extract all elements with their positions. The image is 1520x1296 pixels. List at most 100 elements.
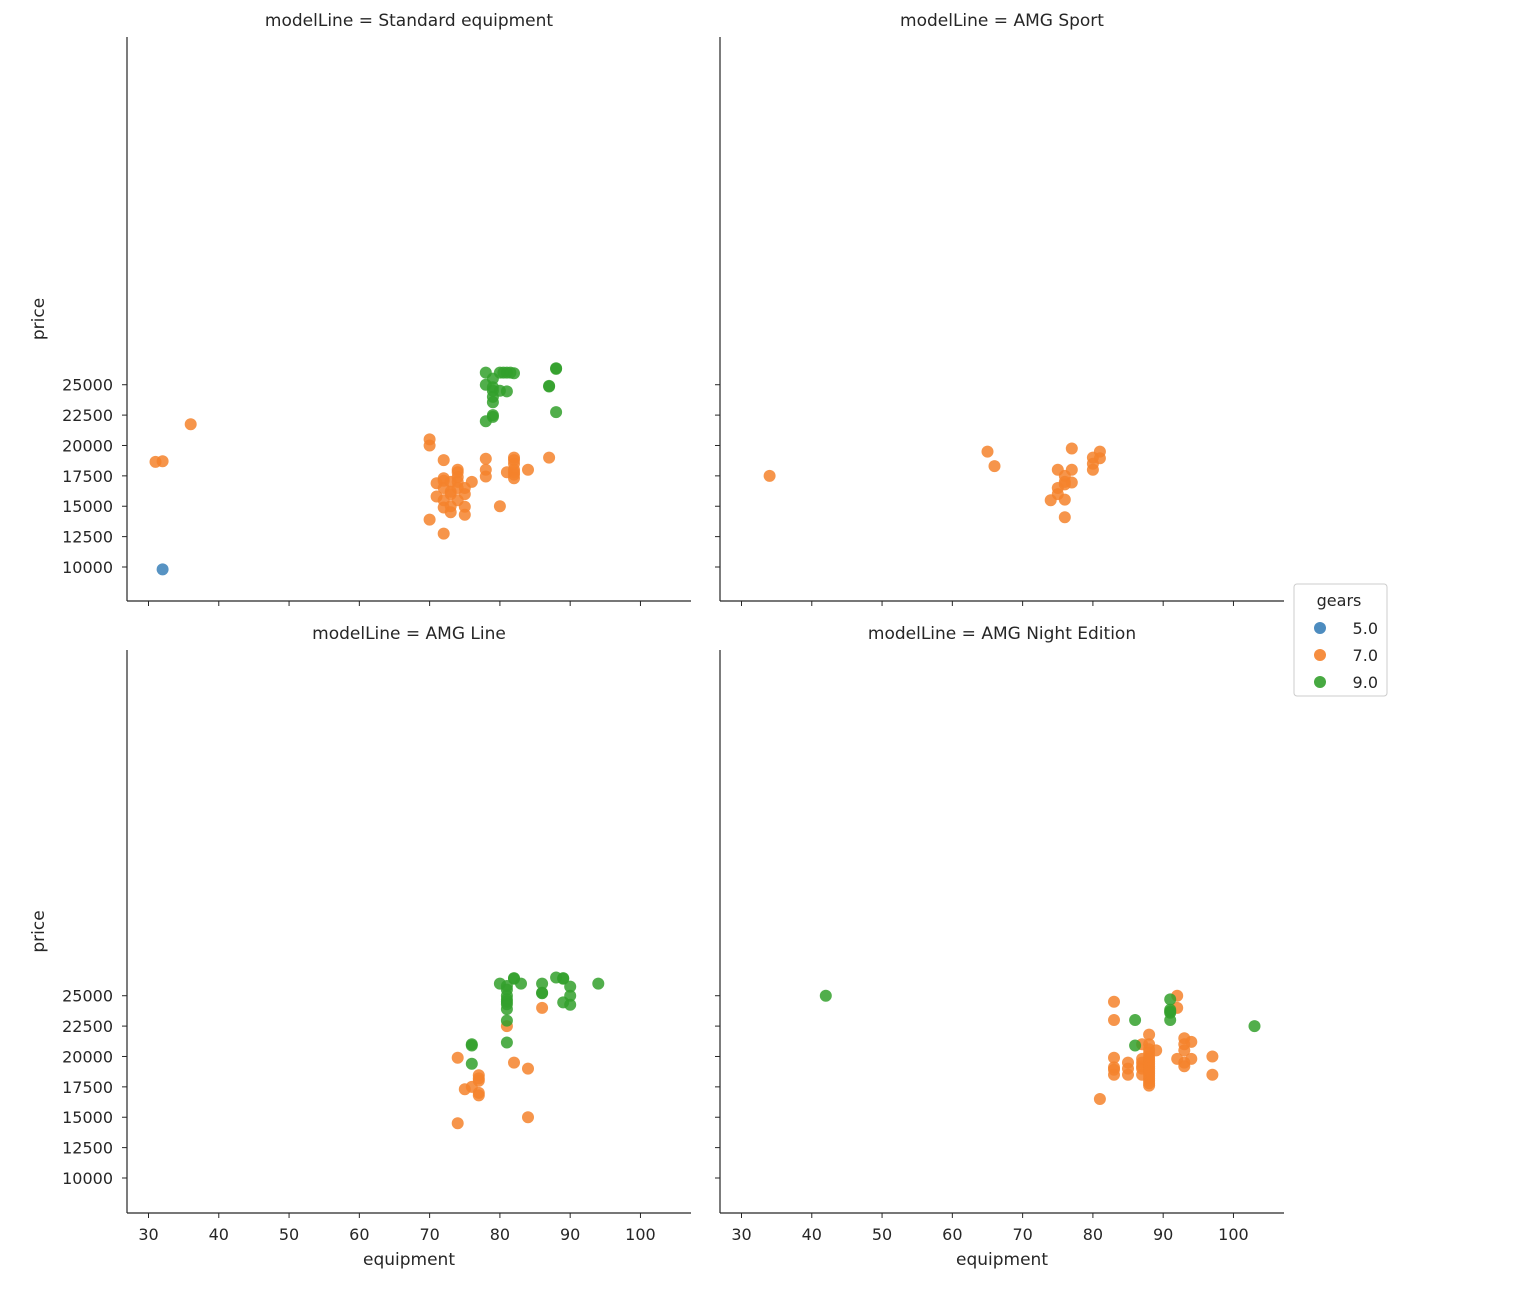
x-tick-label: 40 [802, 1225, 822, 1244]
legend-marker [1314, 676, 1326, 688]
x-tick-label: 50 [872, 1225, 892, 1244]
data-point-gears-9-0 [465, 1039, 478, 1052]
data-point-gears-9-0 [1164, 993, 1177, 1006]
data-point-gears-7-0 [1108, 995, 1120, 1008]
facet-panel: modelLine = AMG Line 10000 12500 15000 17500… [29, 624, 691, 1270]
data-point-gears-7-0 [508, 472, 520, 485]
data-point-gears-7-0 [763, 469, 776, 482]
data-point-gears-7-0 [1108, 1014, 1120, 1026]
data-point-gears-9-0 [819, 989, 832, 1002]
data-point-gears-9-0 [508, 367, 520, 380]
data-point-gears-9-0 [486, 372, 499, 385]
x-tick-label: 30 [731, 1225, 751, 1244]
legend-entry-label: 7.0 [1353, 646, 1378, 665]
data-point-gears-9-0 [536, 977, 549, 990]
data-point-gears-7-0 [184, 418, 197, 431]
data-point-gears-9-0 [486, 396, 499, 409]
data-point-gears-7-0 [423, 513, 436, 526]
x-tick-label: 80 [1083, 1225, 1103, 1244]
legend-marker [1314, 622, 1326, 634]
y-axis-label: price [29, 298, 49, 340]
y-axis-label: price [29, 910, 49, 952]
data-point-gears-7-0 [472, 1074, 485, 1087]
y-tick-label: 10000 [62, 1169, 113, 1188]
panel-title: modelLine = AMG Night Edition [868, 624, 1136, 644]
x-axis-label: equipment [363, 1250, 455, 1270]
x-tick-label: 70 [419, 1225, 439, 1244]
facet-panel: modelLine = AMG Sport [715, 11, 1284, 606]
legend: gears 5.0 7.0 9.0 [1293, 583, 1388, 697]
data-point-gears-7-0 [1206, 1068, 1219, 1081]
data-point-gears-7-0 [522, 1062, 534, 1075]
y-tick-label: 25000 [62, 376, 113, 395]
data-point-gears-9-0 [550, 406, 563, 419]
data-point-gears-7-0 [1185, 1052, 1198, 1065]
data-point-gears-9-0 [500, 1014, 513, 1027]
x-tick-label: 100 [1218, 1225, 1249, 1244]
y-tick-label: 17500 [62, 1078, 113, 1097]
data-point-gears-7-0 [423, 439, 436, 452]
data-point-gears-7-0 [1086, 463, 1099, 476]
x-tick-label: 60 [942, 1225, 962, 1244]
y-tick-label: 20000 [62, 436, 113, 455]
data-point-gears-9-0 [500, 1003, 513, 1016]
data-point-gears-9-0 [1164, 1014, 1177, 1026]
x-tick-label: 40 [209, 1225, 229, 1244]
panel-title: modelLine = AMG Sport [900, 11, 1104, 31]
data-point-gears-7-0 [465, 475, 478, 488]
x-axis-label: equipment [956, 1250, 1048, 1270]
data-point-gears-7-0 [981, 445, 994, 458]
y-tick-label: 12500 [62, 1139, 113, 1158]
x-tick-label: 90 [1153, 1225, 1173, 1244]
data-point-gears-7-0 [472, 1089, 485, 1102]
y-tick-label: 22500 [62, 1017, 113, 1036]
x-tick-label: 60 [349, 1225, 369, 1244]
panel-title: modelLine = AMG Line [312, 624, 506, 644]
data-point-gears-7-0 [437, 454, 450, 467]
data-point-gears-7-0 [1065, 442, 1078, 455]
data-point-gears-7-0 [1108, 1051, 1120, 1064]
data-point-gears-9-0 [564, 980, 577, 993]
data-point-gears-7-0 [1122, 1068, 1134, 1081]
data-point-gears-7-0 [1093, 1093, 1106, 1105]
data-point-gears-9-0 [564, 989, 577, 1002]
data-point-gears-9-0 [550, 362, 563, 375]
data-point-gears-7-0 [1185, 1035, 1198, 1048]
x-tick-label: 30 [138, 1225, 158, 1244]
x-tick-label: 80 [490, 1225, 510, 1244]
y-tick-label: 15000 [62, 497, 113, 516]
data-point-gears-7-0 [1150, 1044, 1163, 1057]
x-tick-label: 70 [1012, 1225, 1032, 1244]
legend-entry-label: 9.0 [1353, 673, 1378, 692]
data-point-gears-7-0 [1178, 1044, 1191, 1057]
legend-marker [1314, 649, 1326, 661]
facet-panel: modelLine = Standard equipment 10000 12500… [29, 11, 691, 606]
data-point-gears-9-0 [479, 415, 492, 428]
data-point-gears-9-0 [592, 977, 605, 990]
data-point-gears-7-0 [458, 488, 471, 501]
data-point-gears-9-0 [500, 1036, 513, 1049]
x-tick-label: 100 [625, 1225, 656, 1244]
legend-entry-label: 5.0 [1353, 619, 1378, 638]
data-point-gears-9-0 [500, 385, 513, 398]
data-point-gears-7-0 [493, 500, 506, 513]
data-point-gears-7-0 [444, 506, 457, 519]
data-point-gears-7-0 [479, 452, 492, 465]
data-point-gears-9-0 [557, 972, 570, 985]
data-point-gears-7-0 [1108, 1068, 1120, 1081]
data-point-gears-7-0 [451, 1117, 464, 1130]
data-point-gears-9-0 [536, 987, 549, 1000]
data-point-gears-9-0 [1129, 1039, 1142, 1052]
data-point-gears-7-0 [1044, 494, 1057, 507]
data-point-gears-9-0 [1129, 1014, 1142, 1026]
x-tick-label: 90 [560, 1225, 580, 1244]
data-point-gears-7-0 [1143, 1028, 1156, 1041]
data-point-gears-7-0 [508, 1056, 520, 1069]
data-point-gears-7-0 [1058, 493, 1071, 506]
data-point-gears-9-0 [515, 977, 527, 990]
data-point-gears-7-0 [1206, 1050, 1219, 1063]
data-point-gears-9-0 [465, 1057, 478, 1070]
data-point-gears-9-0 [564, 998, 577, 1011]
y-tick-label: 20000 [62, 1047, 113, 1066]
